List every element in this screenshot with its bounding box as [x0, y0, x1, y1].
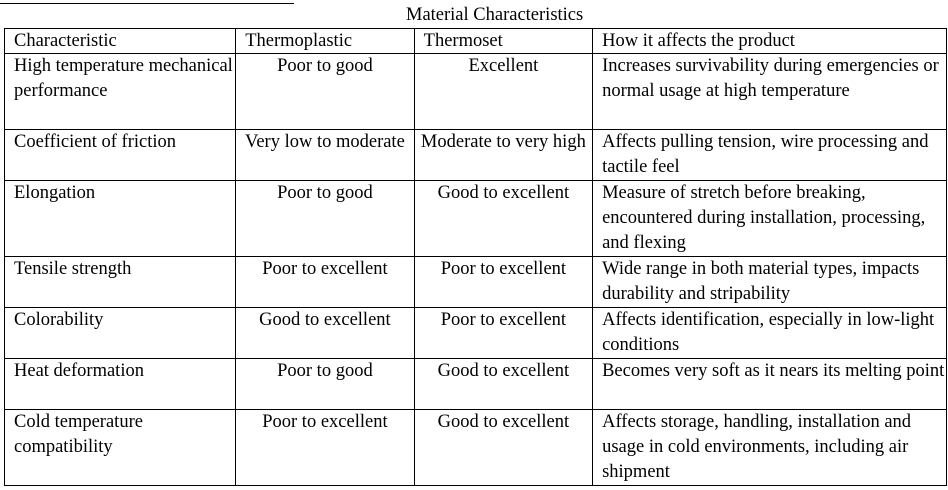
cell-thermoset: Good to excellent: [413, 358, 594, 410]
cell-characteristic: Cold temperature compatibility: [3, 409, 237, 486]
cell-thermoplastic: Good to excellent: [235, 307, 415, 359]
header-thermoset: Thermoset: [413, 28, 594, 54]
top-rule: [0, 3, 294, 4]
cell-effect: Becomes very soft as it nears its meltin…: [592, 358, 947, 410]
cell-thermoset: Good to excellent: [413, 409, 594, 486]
cell-thermoset: Excellent: [413, 53, 594, 130]
cell-effect: Affects storage, handling, installation …: [592, 409, 947, 486]
cell-effect: Affects pulling tension, wire processing…: [592, 129, 947, 181]
table-row: High temperature mechanical performance …: [3, 53, 947, 130]
cell-thermoplastic: Poor to good: [235, 53, 415, 130]
cell-characteristic: Heat deformation: [3, 358, 237, 410]
cell-thermoset: Moderate to very high: [413, 129, 594, 181]
header-how-it-affects: How it affects the product: [592, 28, 947, 54]
cell-effect: Measure of stretch before breaking, enco…: [592, 180, 947, 257]
cell-effect: Affects identification, especially in lo…: [592, 307, 947, 359]
cell-characteristic: Elongation: [3, 180, 237, 257]
table-row: Tensile strength Poor to excellent Poor …: [3, 256, 947, 308]
material-characteristics-table: Characteristic Thermoplastic Thermoset H…: [3, 28, 947, 486]
cell-characteristic: Tensile strength: [3, 256, 237, 308]
cell-thermoplastic: Very low to moderate: [235, 129, 415, 181]
table-header-row: Characteristic Thermoplastic Thermoset H…: [3, 28, 947, 54]
cell-effect: Wide range in both material types, impac…: [592, 256, 947, 308]
header-thermoplastic: Thermoplastic: [235, 28, 415, 54]
cell-thermoset: Good to excellent: [413, 180, 594, 257]
cell-characteristic: Colorability: [3, 307, 237, 359]
cell-thermoplastic: Poor to good: [235, 358, 415, 410]
table-row: Cold temperature compatibility Poor to e…: [3, 409, 947, 486]
cell-thermoset: Poor to excellent: [413, 307, 594, 359]
cell-characteristic: High temperature mechanical performance: [3, 53, 237, 130]
cell-characteristic: Coefficient of friction: [3, 129, 237, 181]
table-title: Material Characteristics: [406, 5, 584, 25]
table-row: Elongation Poor to good Good to excellen…: [3, 180, 947, 257]
cell-effect: Increases survivability during emergenci…: [592, 53, 947, 130]
cell-thermoplastic: Poor to excellent: [235, 256, 415, 308]
table-row: Colorability Good to excellent Poor to e…: [3, 307, 947, 359]
cell-thermoplastic: Poor to excellent: [235, 409, 415, 486]
table-row: Heat deformation Poor to good Good to ex…: [3, 358, 947, 410]
header-characteristic: Characteristic: [3, 28, 237, 54]
cell-thermoplastic: Poor to good: [235, 180, 415, 257]
cell-thermoset: Poor to excellent: [413, 256, 594, 308]
table-row: Coefficient of friction Very low to mode…: [3, 129, 947, 181]
